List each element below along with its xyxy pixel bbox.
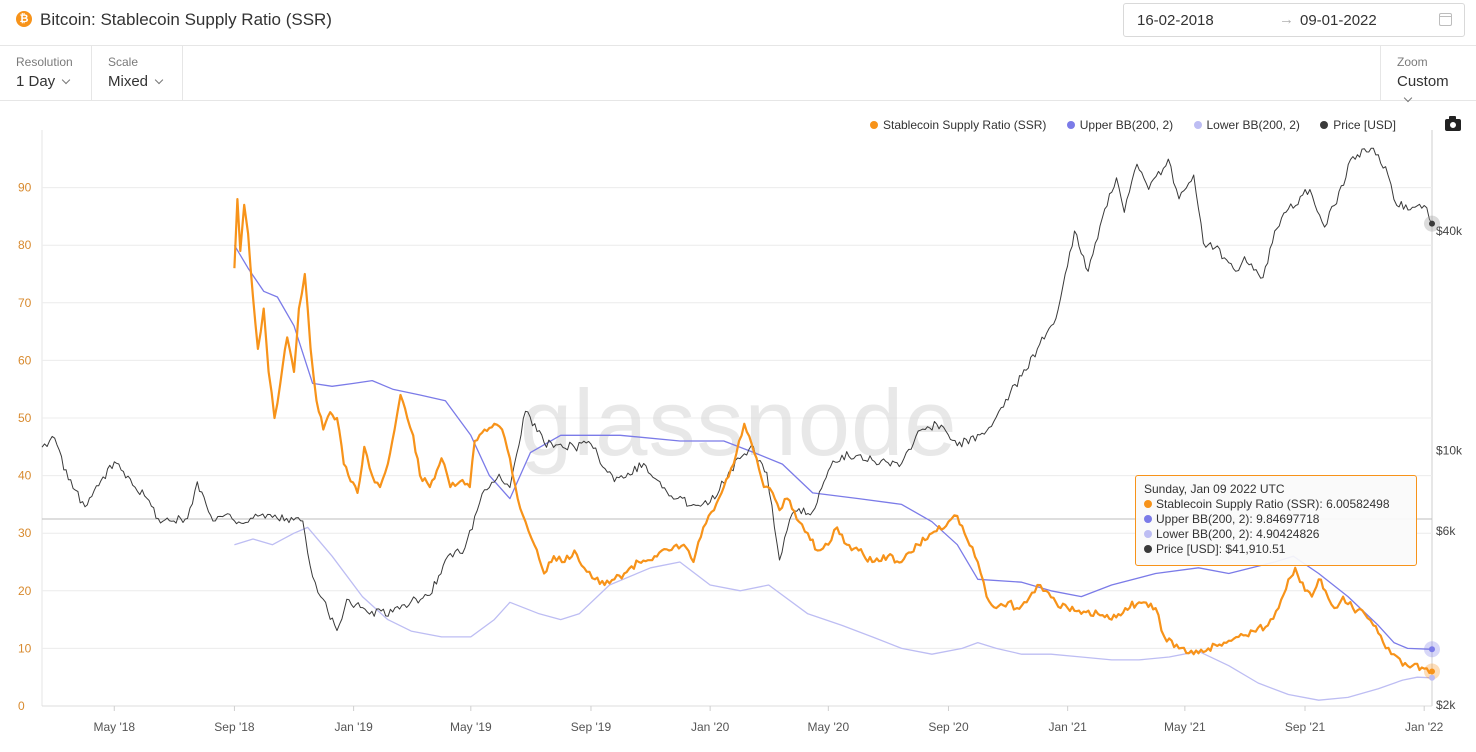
- y-left-tick-label: 50: [18, 411, 32, 425]
- lower-bb-end-marker: [1429, 674, 1435, 681]
- camera-icon[interactable]: [1445, 116, 1461, 131]
- arrow-right-icon: →: [1279, 11, 1294, 28]
- tooltip-row-lower-bb: Lower BB(200, 2): 4.90424826: [1144, 527, 1408, 542]
- legend-label-lower-bb: Lower BB(200, 2): [1206, 118, 1300, 132]
- legend-item-upper-bb[interactable]: Upper BB(200, 2): [1066, 118, 1174, 132]
- page-title: Bitcoin: Stablecoin Supply Ratio (SSR): [40, 10, 332, 29]
- tooltip-value-lower-bb: 4.90424826: [1256, 527, 1320, 541]
- date-start-input[interactable]: 16-02-2018: [1137, 12, 1214, 29]
- bitcoin-icon: ₿: [16, 11, 32, 27]
- legend-dot-upper-bb: [1066, 121, 1075, 129]
- y-right-tick-label: $10k: [1436, 443, 1463, 457]
- x-tick-label: Jan '22: [1405, 720, 1444, 734]
- x-tick-label: May '21: [1164, 720, 1206, 734]
- tooltip-name-lower-bb: Lower BB(200, 2): [1156, 527, 1250, 541]
- x-tick-label: Sep '19: [571, 720, 612, 734]
- y-left-tick-label: 20: [18, 584, 32, 598]
- x-tick-label: Sep '18: [214, 720, 255, 734]
- y-right-tick-label: $6k: [1436, 524, 1456, 538]
- scale-label: Scale: [108, 55, 139, 69]
- tooltip-date: Sunday, Jan 09 2022 UTC: [1144, 482, 1285, 496]
- ssr-end-marker: [1429, 668, 1435, 675]
- tooltip-row-upper-bb: Upper BB(200, 2): 9.84697718: [1144, 512, 1408, 527]
- y-left-tick-label: 30: [18, 526, 32, 540]
- x-tick-label: Sep '20: [928, 720, 969, 734]
- legend-dot-lower-bb: [1193, 121, 1202, 129]
- tooltip-name-price: Price [USD]: [1156, 542, 1219, 556]
- ssr-line: [233, 198, 1433, 674]
- y-left-tick-label: 40: [18, 469, 32, 483]
- tooltip-row-ssr: Stablecoin Supply Ratio (SSR): 6.0058249…: [1144, 497, 1408, 512]
- tooltip-dot-ssr: [1144, 500, 1152, 508]
- legend-label-price: Price [USD]: [1333, 118, 1396, 132]
- resolution-value[interactable]: 1 Day: [16, 73, 56, 90]
- y-left-tick-label: 80: [18, 238, 32, 252]
- tooltip-dot-lower-bb: [1144, 530, 1152, 538]
- chart-tooltip: Sunday, Jan 09 2022 UTC Stablecoin Suppl…: [1135, 475, 1417, 566]
- x-tick-label: Jan '21: [1048, 720, 1087, 734]
- zoom-label: Zoom: [1397, 55, 1428, 69]
- header-bar: ₿ Bitcoin: Stablecoin Supply Ratio (SSR)…: [0, 0, 1476, 46]
- watermark: glassnode: [520, 370, 958, 475]
- zoom-dropdown[interactable]: Zoom Custom: [1380, 46, 1476, 103]
- legend-label-ssr: Stablecoin Supply Ratio (SSR): [883, 118, 1047, 132]
- x-tick-label: Jan '20: [691, 720, 730, 734]
- legend-item-price[interactable]: Price [USD]: [1320, 118, 1396, 132]
- y-left-tick-label: 60: [18, 353, 32, 367]
- y-left-tick-label: 10: [18, 641, 32, 655]
- date-end-input[interactable]: 09-01-2022: [1300, 12, 1377, 29]
- y-left-tick-label: 70: [18, 296, 32, 310]
- price-line: [41, 147, 1433, 632]
- tooltip-row-price: Price [USD]: $41,910.51: [1144, 542, 1408, 557]
- tooltip-value-price: $41,910.51: [1225, 542, 1286, 556]
- chart-controls: Resolution 1 Day Scale Mixed Zoom Custom: [0, 46, 1476, 103]
- legend-item-ssr[interactable]: Stablecoin Supply Ratio (SSR): [870, 118, 1046, 132]
- tooltip-value-ssr: 6.00582498: [1326, 497, 1390, 511]
- calendar-icon[interactable]: [1439, 13, 1452, 26]
- resolution-label: Resolution: [16, 55, 73, 69]
- x-tick-label: Sep '21: [1285, 720, 1326, 734]
- scale-value[interactable]: Mixed: [108, 73, 149, 90]
- tooltip-name-upper-bb: Upper BB(200, 2): [1156, 512, 1250, 526]
- x-tick-label: Jan '19: [334, 720, 373, 734]
- resolution-dropdown[interactable]: Resolution 1 Day: [0, 46, 92, 100]
- zoom-value[interactable]: Custom: [1397, 73, 1449, 90]
- tooltip-dot-price: [1144, 545, 1152, 553]
- date-range-picker[interactable]: 16-02-2018 → 09-01-2022: [1123, 3, 1465, 37]
- legend-dot-price: [1320, 121, 1329, 129]
- x-tick-label: May '20: [808, 720, 850, 734]
- lower-bb-line: [234, 526, 1433, 701]
- y-left-tick-label: 90: [18, 181, 32, 195]
- legend-dot-ssr: [870, 121, 878, 129]
- upper-bb-end-marker: [1429, 646, 1435, 653]
- tooltip-value-upper-bb: 9.84697718: [1256, 512, 1320, 526]
- y-right-tick-label: $40k: [1436, 224, 1463, 238]
- tooltip-dot-upper-bb: [1144, 515, 1152, 523]
- scale-dropdown[interactable]: Scale Mixed: [92, 46, 183, 100]
- tooltip-name-ssr: Stablecoin Supply Ratio (SSR): [1156, 497, 1320, 511]
- y-left-tick-label: 0: [18, 699, 25, 713]
- legend-item-lower-bb[interactable]: Lower BB(200, 2): [1193, 118, 1300, 132]
- y-right-tick-label: $2k: [1436, 698, 1456, 712]
- price-end-marker: [1429, 220, 1435, 227]
- x-tick-label: May '18: [93, 720, 135, 734]
- x-tick-label: May '19: [450, 720, 492, 734]
- legend-label-upper-bb: Upper BB(200, 2): [1079, 118, 1174, 132]
- chart-legend: Stablecoin Supply Ratio (SSR) Upper BB(2…: [870, 118, 1413, 132]
